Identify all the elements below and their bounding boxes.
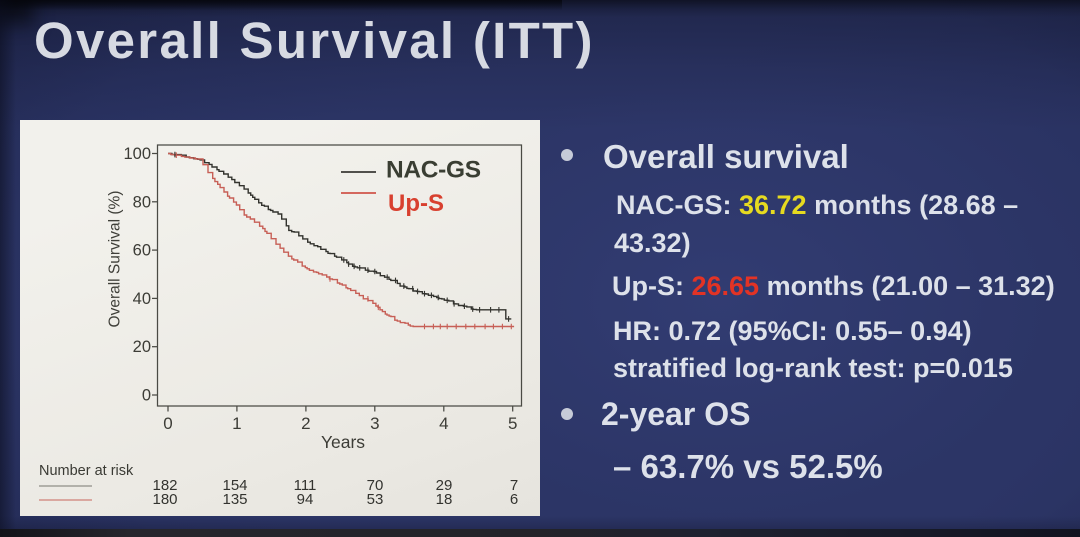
svg-text:111: 111 (294, 477, 317, 494)
svg-text:Up-S: Up-S (388, 190, 444, 217)
svg-text:70: 70 (367, 477, 384, 494)
svg-text:154: 154 (222, 477, 247, 494)
svg-text:29: 29 (436, 477, 453, 494)
svg-text:135: 135 (222, 491, 247, 508)
svg-text:20: 20 (133, 338, 151, 356)
svg-text:80: 80 (133, 193, 151, 211)
svg-text:18: 18 (436, 491, 453, 508)
svg-text:1: 1 (232, 414, 241, 433)
svg-text:180: 180 (152, 491, 177, 508)
svg-text:0: 0 (163, 414, 172, 433)
svg-text:NAC-GS: NAC-GS (386, 157, 481, 184)
svg-text:Number at risk: Number at risk (39, 463, 134, 479)
svg-text:7: 7 (510, 477, 518, 494)
svg-text:182: 182 (152, 477, 177, 494)
svg-text:0: 0 (142, 387, 151, 405)
svg-text:60: 60 (133, 242, 151, 260)
svg-text:4: 4 (439, 414, 448, 433)
svg-text:5: 5 (508, 414, 517, 433)
svg-text:40: 40 (133, 290, 151, 308)
svg-text:Years: Years (321, 432, 365, 452)
svg-text:6: 6 (510, 491, 518, 508)
svg-text:53: 53 (367, 491, 384, 508)
svg-text:94: 94 (297, 491, 314, 508)
svg-text:3: 3 (370, 414, 379, 433)
svg-text:100: 100 (123, 145, 151, 163)
svg-text:2: 2 (301, 414, 310, 433)
svg-text:Overall Survival (%): Overall Survival (%) (107, 191, 124, 328)
